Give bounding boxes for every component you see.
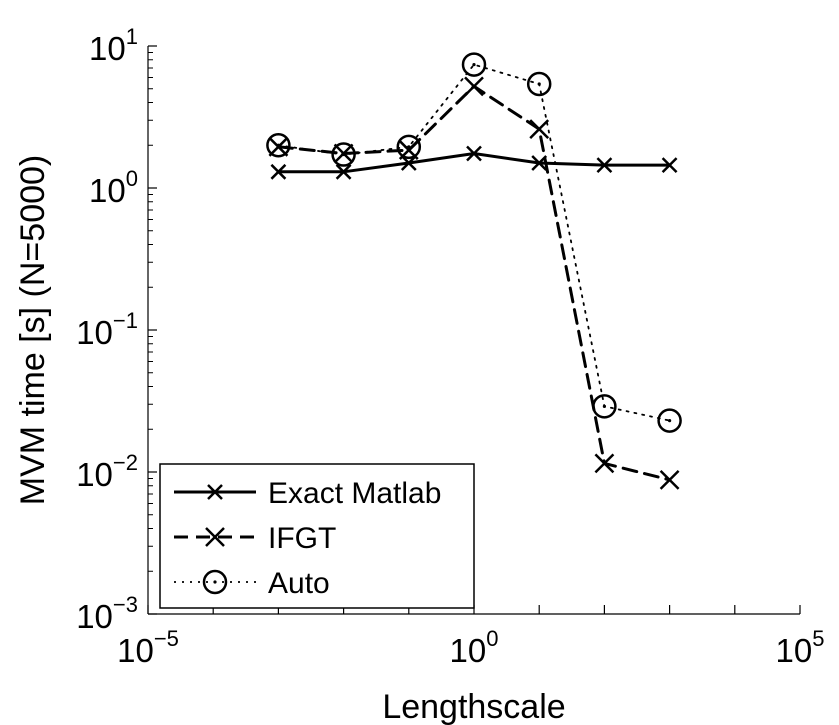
data-point bbox=[400, 155, 417, 171]
data-point bbox=[657, 408, 682, 433]
legend-marker bbox=[202, 569, 228, 595]
series-layer bbox=[266, 52, 682, 490]
y-tick-label: 100 bbox=[89, 166, 138, 209]
data-point bbox=[464, 76, 484, 97]
data-point bbox=[396, 134, 422, 160]
legend-label: Auto bbox=[268, 567, 330, 600]
legend-label: Exact Matlab bbox=[268, 477, 441, 510]
data-point bbox=[466, 145, 482, 162]
x-axis-label: Lengthscale bbox=[382, 688, 565, 725]
y-tick-label: 10−3 bbox=[76, 592, 138, 635]
legend-label: IFGT bbox=[268, 522, 336, 555]
data-point bbox=[596, 157, 613, 173]
series-auto bbox=[266, 52, 682, 433]
series-exact-matlab bbox=[270, 145, 678, 180]
legend-marker bbox=[207, 484, 223, 500]
data-point bbox=[592, 394, 617, 419]
legend-entry: Auto bbox=[174, 567, 330, 600]
y-tick-label: 10−2 bbox=[76, 450, 138, 493]
data-point bbox=[661, 157, 678, 173]
x-tick-label: 100 bbox=[450, 626, 499, 669]
data-point bbox=[594, 453, 615, 474]
x-tick-label: 10−5 bbox=[117, 626, 179, 669]
series-ifgt bbox=[268, 76, 680, 490]
legend-entry: Exact Matlab bbox=[174, 477, 441, 510]
axes: 10−5 100 105 10−3 10−2 10−1 100 101 Lengthscale M… bbox=[14, 24, 824, 725]
legend: Exact Matlab IFGT Auto bbox=[159, 463, 475, 609]
y-tick-label: 101 bbox=[89, 24, 138, 67]
x-tick-label: 105 bbox=[776, 626, 825, 669]
legend-marker bbox=[205, 527, 225, 547]
data-point bbox=[266, 133, 291, 158]
data-point bbox=[270, 163, 287, 180]
y-tick-label: 10−1 bbox=[76, 308, 138, 351]
legend-entry: IFGT bbox=[174, 522, 336, 555]
series-line bbox=[277, 63, 671, 422]
data-point bbox=[529, 119, 550, 139]
y-axis-label: MVM time [s] (N=5000) bbox=[14, 155, 52, 505]
data-point bbox=[335, 163, 352, 180]
data-point bbox=[331, 142, 356, 167]
data-point bbox=[659, 469, 680, 490]
data-point bbox=[526, 71, 552, 97]
data-point bbox=[461, 52, 487, 77]
